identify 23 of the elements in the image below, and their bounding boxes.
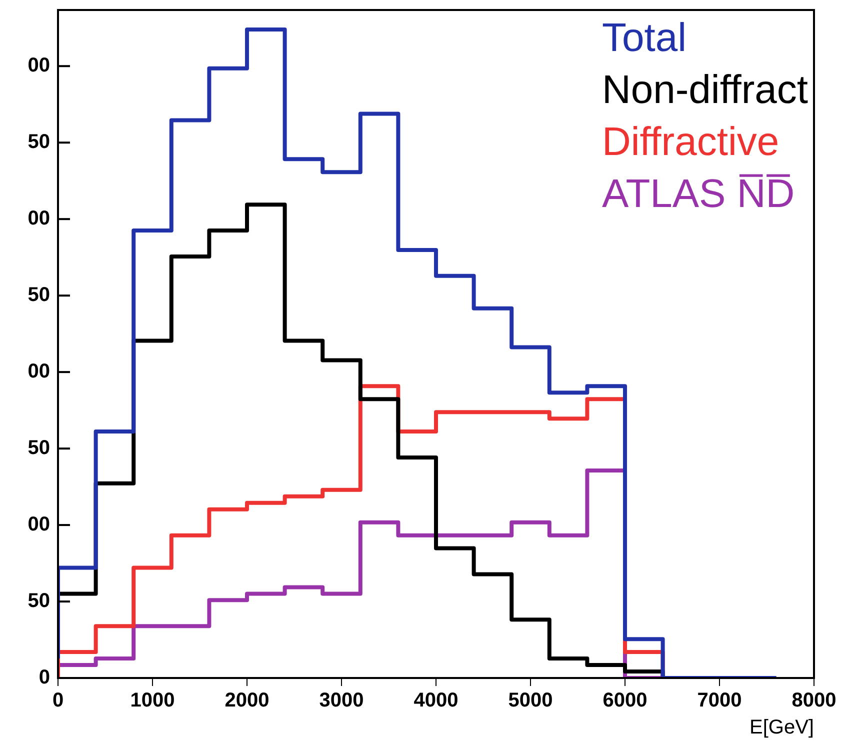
x-tick-label: 7000 [697,690,742,712]
x-tick-label: 3000 [319,690,364,712]
x-tick-label: 8000 [792,690,836,712]
x-tick-label: 6000 [602,690,648,712]
x-axis-title: E[GeV] [750,716,814,739]
text: 00 [28,208,50,230]
text: 00 [28,360,50,383]
text: 50 [28,131,50,154]
text: Non-diffract [602,67,808,114]
x-tick-label: 0 [52,690,64,712]
text: 0 [38,666,50,689]
x-tick-label: 5000 [508,690,553,712]
x-tick-label: 4000 [414,690,458,712]
x-tick-label: 2000 [224,690,270,712]
text: ATLAS N̅D̅ [602,171,796,218]
text: 00 [28,54,50,77]
text: 00 [28,514,50,536]
x-tick-label: 1000 [130,690,175,712]
text: Total [602,15,688,62]
text: 50 [28,437,50,460]
text: 50 [28,284,50,306]
text: 50 [28,590,50,612]
text: Diffractive [602,119,780,166]
